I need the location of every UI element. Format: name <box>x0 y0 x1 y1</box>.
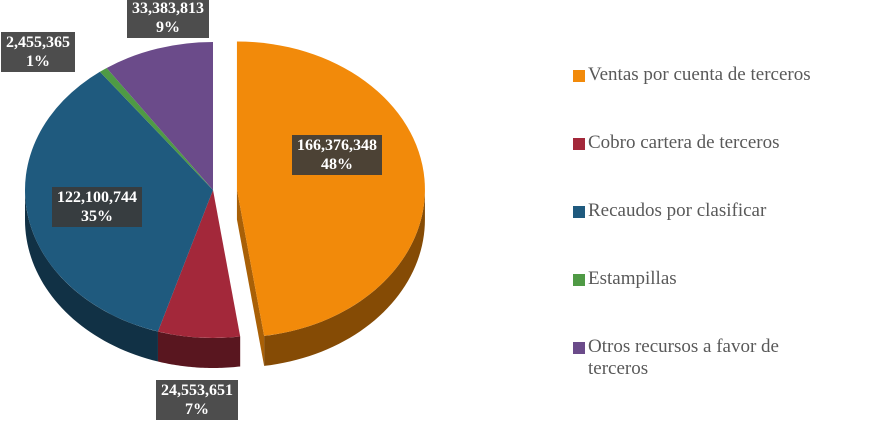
data-label: 2,455,365 1% <box>1 32 75 72</box>
slice-side <box>157 331 241 368</box>
data-label-percent: 9% <box>156 19 180 36</box>
slice <box>99 67 213 190</box>
data-label-box <box>292 135 382 175</box>
data-label-percent: 48% <box>321 156 353 173</box>
legend-label: Recaudos por clasificar <box>588 200 767 221</box>
data-label-value: 24,553,651 <box>161 382 233 399</box>
slice <box>157 190 241 338</box>
legend-item: Cobro cartera de terceros <box>573 132 863 154</box>
data-label-box <box>127 0 209 38</box>
legend-item: Otros recursos a favor de terceros <box>573 336 863 380</box>
data-label-box <box>156 380 238 420</box>
data-label-value: 122,100,744 <box>57 189 137 206</box>
pie-tops <box>24 41 425 338</box>
data-label: 122,100,744 35% <box>52 187 142 227</box>
data-label: 166,376,348 48% <box>292 135 382 175</box>
data-label-box <box>52 187 142 227</box>
slice-face <box>236 189 265 366</box>
data-label: 33,383,813 9% <box>127 0 209 38</box>
legend-item: Ventas por cuenta de terceros <box>573 64 863 86</box>
legend-swatch <box>573 206 585 218</box>
legend-swatch <box>573 70 585 82</box>
legend-item: Recaudos por clasificar <box>573 200 863 222</box>
legend-swatch <box>573 342 585 354</box>
slice <box>236 41 425 336</box>
data-label-value: 2,455,365 <box>6 34 70 51</box>
pie-sides <box>25 189 425 368</box>
data-label-percent: 35% <box>81 208 113 225</box>
legend-label: Ventas por cuenta de terceros <box>588 64 811 85</box>
legend-label: Otros recursos a favor de terceros <box>588 336 779 379</box>
slice <box>106 42 213 190</box>
data-label: 24,553,651 7% <box>156 380 238 420</box>
data-label-percent: 1% <box>26 53 50 70</box>
slice-side <box>25 190 158 362</box>
slice-side <box>264 189 425 366</box>
data-label-value: 166,376,348 <box>297 137 377 154</box>
legend-label: Cobro cartera de terceros <box>588 132 780 153</box>
legend-label: Estampillas <box>588 268 677 289</box>
data-label-percent: 7% <box>185 401 209 418</box>
legend-item: Estampillas <box>573 268 863 290</box>
data-label-box <box>1 32 75 72</box>
data-label-value: 33,383,813 <box>132 0 204 17</box>
legend-swatch <box>573 138 585 150</box>
legend-swatch <box>573 274 585 286</box>
